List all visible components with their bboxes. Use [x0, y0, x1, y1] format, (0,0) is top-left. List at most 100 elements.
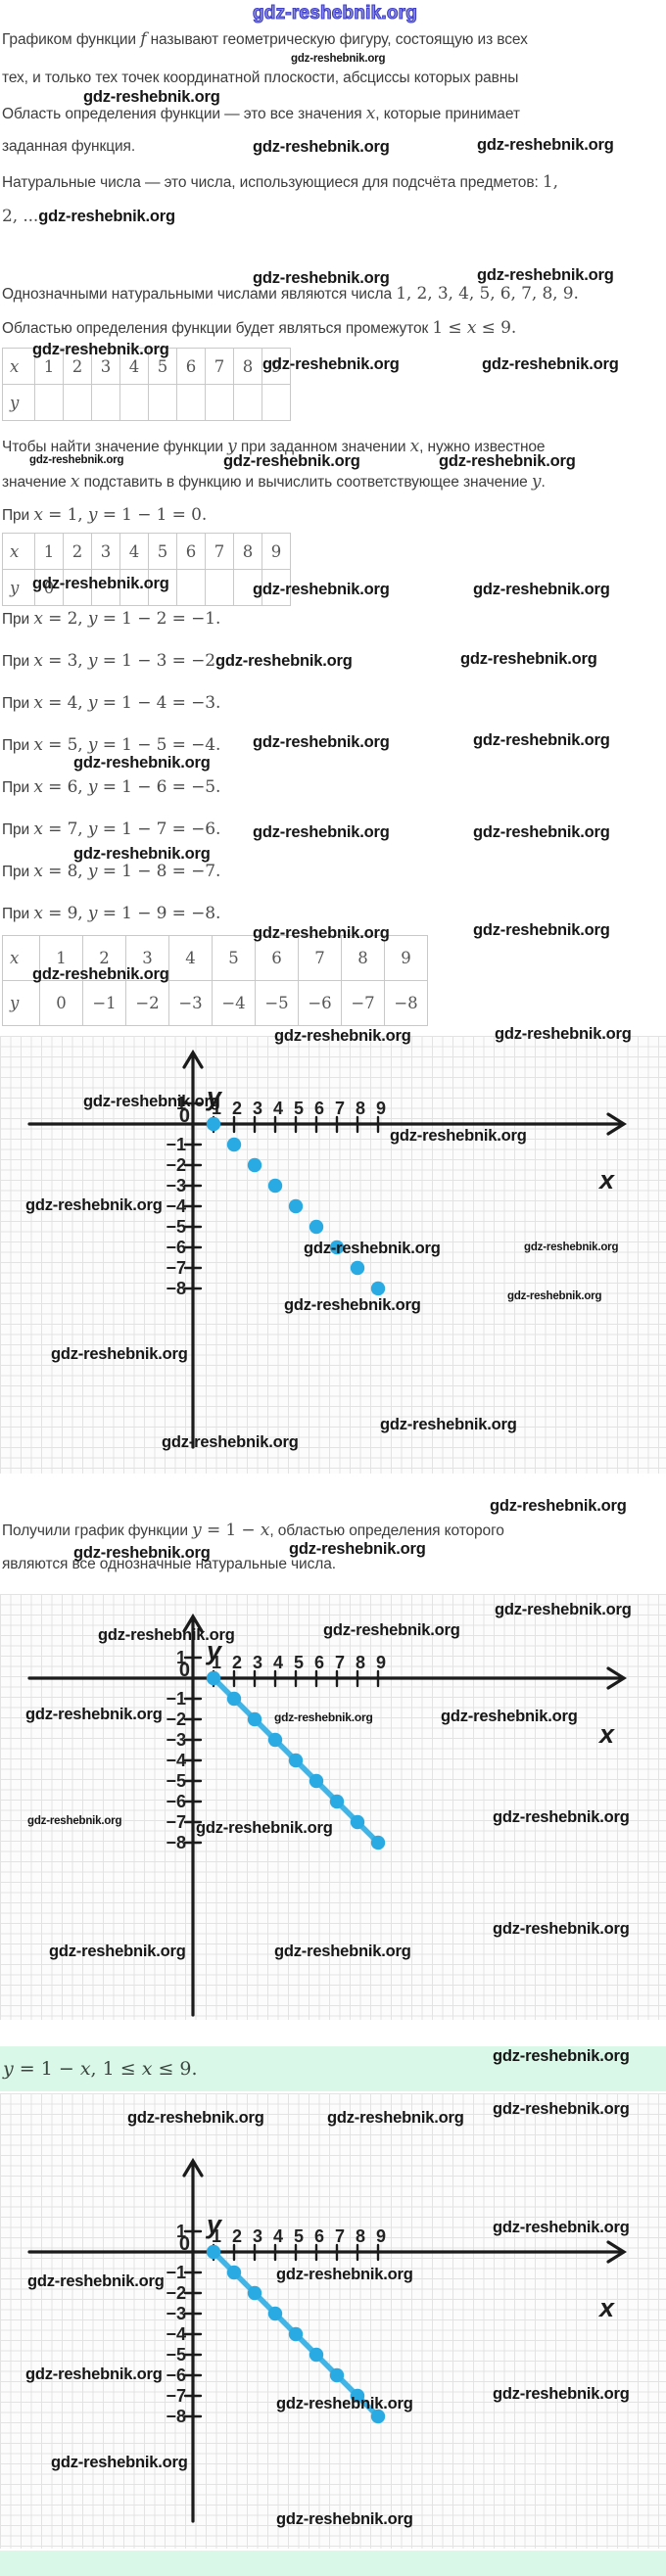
graph-1: 1 2 3 4 5 6 7 8 9 1 0 −1 −2 −3 −4 −5 −6 −7 −8 y x — [0, 1036, 666, 1474]
watermark: gdz-reshebnik.org — [253, 269, 390, 287]
origin-label: 0 — [179, 1105, 190, 1127]
x-axis-arrow — [606, 2240, 628, 2264]
text-span: , нужно известное — [419, 439, 546, 455]
text-span: При — [2, 906, 34, 922]
data-point — [288, 1198, 304, 1214]
text-span: При — [2, 695, 34, 712]
math-number: , 1 ≤ — [90, 2058, 142, 2080]
table-value-cell: −7 — [341, 980, 385, 1026]
table-value-cell: −1 — [82, 980, 126, 1026]
math-number: = 6, — [42, 777, 88, 797]
x-axis-arrow — [606, 1666, 628, 1690]
watermark: gdz-reshebnik.org — [253, 581, 390, 598]
watermark: gdz-reshebnik.org — [25, 1706, 163, 1723]
x-tick-label: 4 — [273, 2226, 283, 2246]
watermark: gdz-reshebnik.org — [274, 1943, 411, 1960]
watermark: gdz-reshebnik.org — [524, 1241, 619, 1253]
math-variable: x — [33, 777, 43, 797]
x-tick-label: 6 — [314, 2226, 324, 2246]
math-variable: x — [33, 651, 43, 671]
math-variable: y — [87, 505, 98, 525]
table-value-cell: 9 — [262, 533, 291, 570]
text-span: являются все однозначные натуральные чис… — [2, 1556, 336, 1572]
watermark: gdz-reshebnik.org — [493, 1808, 630, 1826]
graph-2-svg: 1 2 3 4 5 6 7 8 910−1−2−3−4−5−6−7−8yx — [27, 1613, 628, 2017]
data-point — [309, 1219, 324, 1235]
watermark: gdz-reshebnik.org — [25, 2365, 163, 2383]
table-value-cell: 9 — [384, 935, 428, 981]
text-line: При x = 3, y = 1 − 3 = −2gdz-reshebnik.o… — [2, 651, 353, 671]
y-tick-label: 1 — [176, 1094, 186, 1113]
text-span: При — [2, 611, 34, 628]
table-value-cell: −2 — [125, 980, 169, 1026]
text-span: называют геометрическую фигуру, состоящу… — [146, 31, 528, 48]
table-value-cell: 1 — [34, 533, 64, 570]
data-point — [267, 1732, 283, 1748]
watermark: gdz-reshebnik.org — [482, 355, 619, 373]
text-span: . — [541, 474, 546, 491]
math-variable: f — [140, 29, 147, 49]
y-tick-label: −7 — [166, 1812, 186, 1832]
y-tick-label: −3 — [166, 1176, 186, 1195]
table-value-cell — [233, 384, 262, 421]
math-number: = 4, — [42, 693, 88, 713]
watermark: gdz-reshebnik.org — [323, 1621, 460, 1639]
text-span: Область определения функции — это все зн… — [2, 106, 366, 122]
watermark: gdz-reshebnik.org — [493, 2219, 630, 2236]
math-variable: x — [70, 472, 80, 492]
watermark: gdz-reshebnik.org — [460, 650, 597, 668]
x-tick-label: 2 — [232, 1099, 242, 1118]
math-variable: y — [87, 609, 98, 629]
math-number: = 1 − 3 = −2 — [97, 651, 215, 671]
y-tick-label: −8 — [166, 1279, 186, 1298]
math-number: = 3, — [42, 651, 88, 671]
watermark: gdz-reshebnik.org — [29, 454, 124, 466]
math-number: = 1 − — [13, 2058, 80, 2080]
watermark: gdz-reshebnik.org — [73, 845, 211, 863]
table-value-cell: −6 — [298, 980, 342, 1026]
text-line: Получили график функции y = 1 − x, облас… — [2, 1521, 504, 1540]
y-tick-label: −1 — [166, 1135, 186, 1154]
highlighted-formula: y = 1 − x, 1 ≤ x ≤ 9. — [3, 2058, 198, 2080]
math-number: 1, — [542, 172, 558, 192]
watermark: gdz-reshebnik.org — [162, 1433, 299, 1451]
watermark: gdz-reshebnik.org — [493, 2100, 630, 2118]
text-line: При x = 6, y = 1 − 6 = −5. — [2, 777, 220, 797]
math-number: = 1 − 2 = −1. — [97, 609, 221, 629]
text-span: при заданном значении — [236, 439, 410, 455]
y-tick-label: −4 — [166, 2324, 186, 2344]
x-tick-label: 3 — [253, 2226, 262, 2246]
table-value-cell — [63, 384, 92, 421]
text-span: При — [2, 779, 34, 796]
table-value-cell: 7 — [205, 348, 234, 385]
text-span: Чтобы найти значение функции — [2, 439, 228, 455]
data-point — [370, 1281, 386, 1296]
x-tick-label: 8 — [356, 1099, 365, 1118]
text-span: Получили график функции — [2, 1522, 193, 1539]
watermark: gdz-reshebnik.org — [473, 921, 610, 939]
table-value-cell: 5 — [212, 935, 256, 981]
x-axis-label: x — [597, 1719, 615, 1749]
origin-label: 0 — [179, 2233, 190, 2255]
text-line: являются все однозначные натуральные чис… — [2, 1556, 336, 1573]
math-number: = 1 − 6 = −5. — [97, 777, 221, 797]
watermark: gdz-reshebnik.org — [274, 1710, 373, 1724]
watermark: gdz-reshebnik.org — [253, 823, 390, 841]
x-tick-label: 3 — [253, 1099, 262, 1118]
text-span: Однозначными натуральными числами являют… — [2, 286, 397, 303]
table-value-cell: 6 — [176, 533, 206, 570]
math-number: 1, 2, 3, 4, 5, 6, 7, 8, 9. — [396, 284, 579, 304]
data-point — [226, 2265, 242, 2280]
watermark: gdz-reshebnik.org — [276, 2266, 413, 2283]
text-span: заданная функция. — [2, 138, 136, 155]
text-span: тех, и только тех точек координатной пло… — [2, 70, 519, 86]
watermark: gdz-reshebnik.org — [262, 355, 400, 373]
table-value-cell: 7 — [298, 935, 342, 981]
watermark: gdz-reshebnik.org — [127, 2109, 264, 2127]
watermark: gdz-reshebnik.org — [253, 924, 390, 942]
watermark: gdz-reshebnik.org — [477, 266, 614, 284]
text-span: значение — [2, 474, 71, 491]
watermark: gdz-reshebnik.org — [276, 2510, 413, 2528]
y-tick-label: −7 — [166, 1258, 186, 1278]
